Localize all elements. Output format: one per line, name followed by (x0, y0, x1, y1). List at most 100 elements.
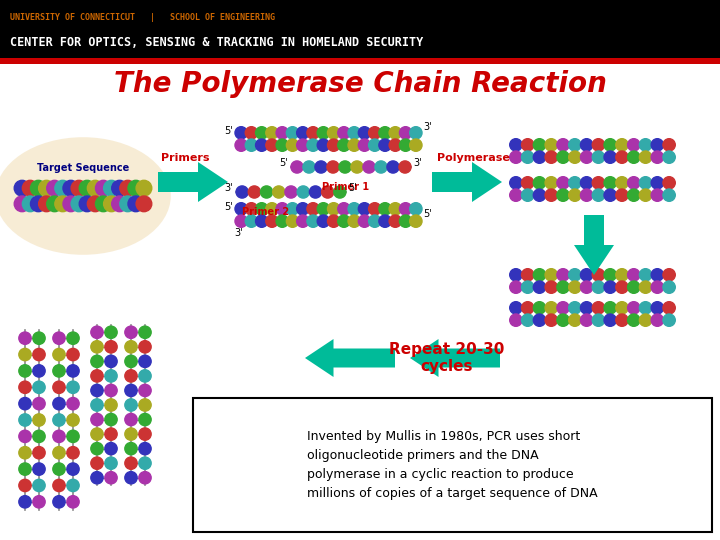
Circle shape (639, 314, 652, 326)
Circle shape (136, 196, 152, 212)
Circle shape (105, 384, 117, 396)
Circle shape (580, 302, 593, 314)
Circle shape (359, 127, 371, 139)
Circle shape (63, 180, 78, 196)
Circle shape (663, 151, 675, 163)
Circle shape (33, 480, 45, 491)
Circle shape (139, 326, 151, 339)
Circle shape (128, 180, 144, 196)
Circle shape (557, 314, 570, 326)
Circle shape (521, 314, 534, 326)
Circle shape (30, 180, 46, 196)
Circle shape (663, 302, 675, 314)
Circle shape (297, 127, 309, 139)
Circle shape (266, 202, 278, 215)
Text: Primer 2: Primer 2 (243, 207, 289, 217)
Circle shape (348, 127, 360, 139)
Circle shape (125, 428, 137, 440)
Circle shape (139, 428, 151, 440)
Circle shape (87, 180, 103, 196)
Circle shape (33, 381, 45, 394)
Circle shape (246, 139, 258, 151)
Circle shape (139, 457, 151, 469)
Circle shape (235, 215, 247, 227)
Circle shape (236, 186, 248, 198)
Text: 3': 3' (413, 158, 422, 168)
Circle shape (510, 139, 522, 151)
FancyBboxPatch shape (193, 398, 712, 532)
Circle shape (105, 471, 117, 484)
Circle shape (53, 496, 65, 508)
Circle shape (628, 189, 640, 201)
Circle shape (604, 151, 616, 163)
Circle shape (521, 151, 534, 163)
Circle shape (47, 196, 63, 212)
Circle shape (125, 471, 137, 484)
Circle shape (510, 269, 522, 281)
Circle shape (67, 463, 79, 475)
Circle shape (400, 215, 412, 227)
Circle shape (348, 202, 360, 215)
Circle shape (125, 442, 137, 455)
Circle shape (105, 428, 117, 440)
Circle shape (545, 177, 557, 189)
Circle shape (33, 348, 45, 361)
Circle shape (287, 202, 299, 215)
Circle shape (604, 314, 616, 326)
Circle shape (139, 355, 151, 368)
Circle shape (91, 471, 103, 484)
Circle shape (125, 355, 137, 368)
Circle shape (53, 430, 65, 442)
Circle shape (235, 139, 247, 151)
Circle shape (256, 215, 268, 227)
Circle shape (125, 457, 137, 469)
Circle shape (348, 139, 360, 151)
Text: Invented by Mullis in 1980s, PCR uses short
oligonucleotide primers and the DNA
: Invented by Mullis in 1980s, PCR uses sh… (307, 430, 598, 500)
Circle shape (33, 397, 45, 410)
Circle shape (91, 384, 103, 396)
Circle shape (616, 189, 628, 201)
Circle shape (307, 139, 319, 151)
Circle shape (33, 496, 45, 508)
Circle shape (71, 196, 87, 212)
Circle shape (67, 447, 79, 459)
Circle shape (379, 139, 391, 151)
Circle shape (604, 139, 616, 151)
Circle shape (39, 196, 54, 212)
Circle shape (91, 428, 103, 440)
Circle shape (604, 177, 616, 189)
Circle shape (14, 180, 30, 196)
Circle shape (400, 202, 412, 215)
Circle shape (557, 189, 570, 201)
Circle shape (557, 177, 570, 189)
Circle shape (569, 151, 581, 163)
Circle shape (628, 151, 640, 163)
Circle shape (33, 414, 45, 426)
Circle shape (359, 215, 371, 227)
Circle shape (387, 161, 399, 173)
Circle shape (580, 314, 593, 326)
Circle shape (593, 189, 605, 201)
Circle shape (105, 442, 117, 455)
Circle shape (569, 139, 581, 151)
Circle shape (91, 370, 103, 382)
Circle shape (256, 202, 268, 215)
Text: 5': 5' (224, 202, 233, 212)
Circle shape (67, 332, 79, 345)
Circle shape (22, 196, 38, 212)
Circle shape (534, 314, 546, 326)
Circle shape (593, 302, 605, 314)
Circle shape (628, 281, 640, 293)
Circle shape (593, 139, 605, 151)
Circle shape (557, 151, 570, 163)
Circle shape (246, 215, 258, 227)
Text: 3': 3' (234, 228, 243, 238)
Circle shape (639, 177, 652, 189)
Circle shape (125, 370, 137, 382)
Circle shape (33, 430, 45, 442)
Circle shape (266, 127, 278, 139)
Circle shape (593, 269, 605, 281)
Circle shape (276, 127, 289, 139)
Circle shape (510, 314, 522, 326)
Circle shape (105, 399, 117, 411)
